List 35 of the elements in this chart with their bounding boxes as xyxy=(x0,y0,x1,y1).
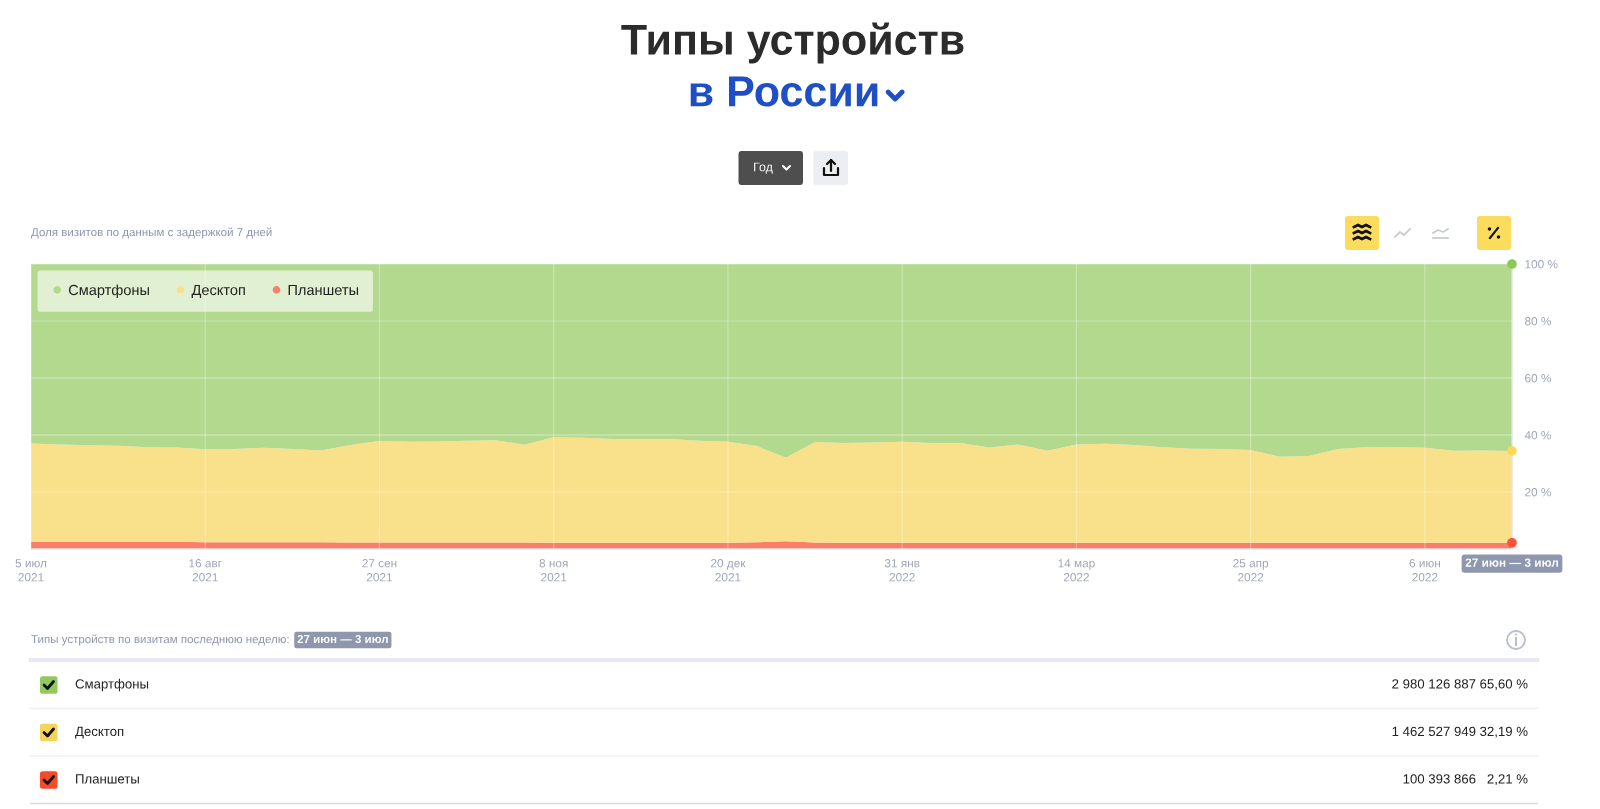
text: Смартфоны xyxy=(75,678,149,692)
x-tick-label: 20 дек 2021 xyxy=(711,559,746,582)
legend-label: Планшеты xyxy=(288,284,359,296)
chart-subtitle: Доля визитов по данным с задержкой 7 дней xyxy=(31,227,272,239)
chart-title: Типы устройств в России xyxy=(621,22,964,107)
y-tick-label: 60 % xyxy=(1525,374,1551,383)
text: 2,21 % xyxy=(1487,774,1528,786)
x-tick-label: 8 ноя 2021 xyxy=(539,559,568,582)
text: Год xyxy=(754,162,773,174)
text: 100 393 866 xyxy=(1403,774,1476,784)
x-tick-label: 14 мар 2022 xyxy=(1058,559,1095,582)
point xyxy=(1507,537,1517,548)
y-tick-label: 100 % xyxy=(1525,260,1558,269)
text: 27 июн — 3 июл xyxy=(1465,558,1558,567)
text: 2 980 126 887 xyxy=(1392,679,1476,689)
y-tick-label: 20 % xyxy=(1525,488,1551,497)
x-tick-label: 27 сен 2021 xyxy=(362,559,397,582)
legend-label: Десктоп xyxy=(191,284,245,298)
text: 1 462 527 949 xyxy=(1392,726,1476,737)
x-tick-label: 31 янв 2022 xyxy=(884,559,920,582)
text: 27 июн — 3 июл xyxy=(297,634,388,644)
text: Планшеты xyxy=(76,774,139,784)
point xyxy=(1507,259,1517,269)
x-tick-label: 25 апр 2022 xyxy=(1233,559,1269,582)
legend-label: Смартфоны xyxy=(68,284,149,299)
text: Десктоп xyxy=(75,726,124,739)
point xyxy=(1507,446,1517,456)
x-tick-label: 16 авг 2021 xyxy=(189,559,222,582)
text: 65,60 % xyxy=(1480,679,1528,691)
text: 32,19 % xyxy=(1480,726,1528,738)
y-tick-label: 40 % xyxy=(1524,431,1551,440)
text: Типы устройств по визитам последнюю неделю: xyxy=(31,634,289,646)
x-tick-label: 6 июн 2022 xyxy=(1409,559,1440,582)
y-tick-label: 80 % xyxy=(1525,317,1551,326)
x-tick-label: 5 июл 2021 xyxy=(15,559,47,582)
